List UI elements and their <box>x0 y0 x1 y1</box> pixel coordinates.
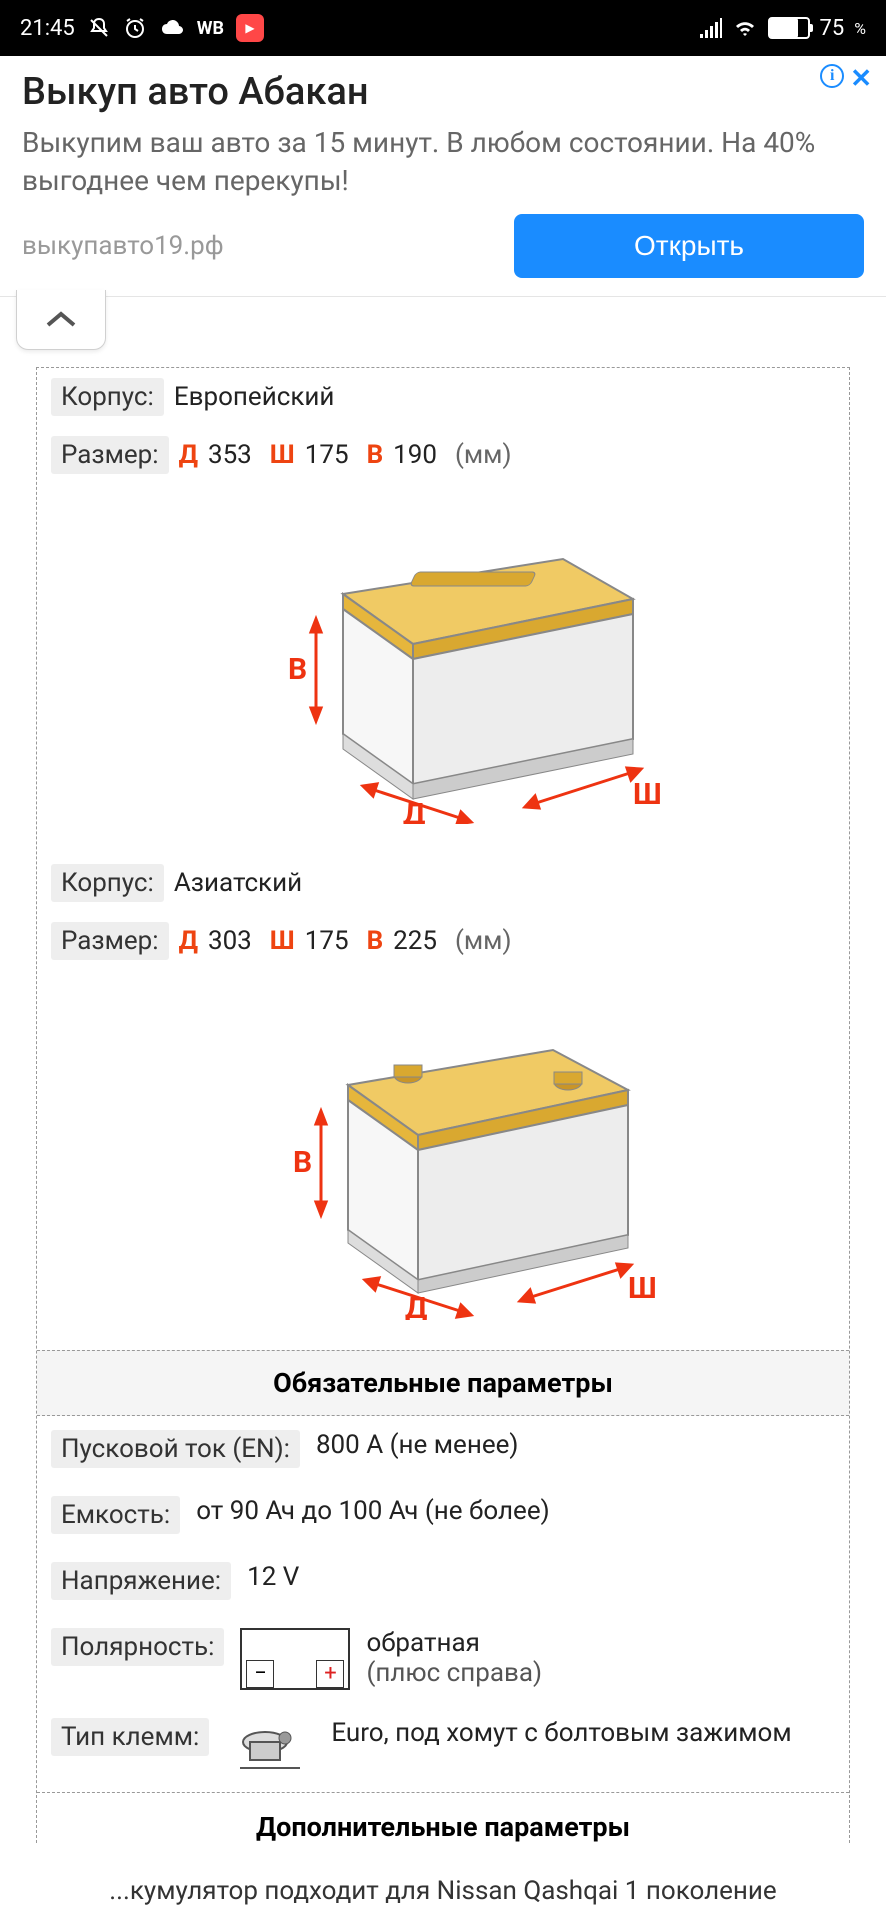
dim-d-label: Д <box>179 440 198 470</box>
param-value: Euro, под хомут с болтовым зажимом <box>331 1718 835 1748</box>
dim-h-val: 225 <box>393 926 437 956</box>
battery-icon <box>768 17 810 39</box>
param-polarity: Полярность: − + обратная (плюс справа) <box>37 1614 849 1704</box>
dim-unit: (мм) <box>455 440 512 470</box>
dim-h-label: В <box>367 440 384 470</box>
page-caption: ...кумулятор подходит для Nissan Qashqai… <box>0 1862 886 1920</box>
param-label: Тип клемм: <box>51 1718 209 1756</box>
dim-unit: (мм) <box>455 926 512 956</box>
param-label: Напряжение: <box>51 1562 231 1600</box>
mute-icon <box>87 16 111 40</box>
battery-percent: 75 <box>820 16 845 41</box>
param-label: Полярность: <box>51 1628 224 1666</box>
param-value: 800 А (не менее) <box>316 1430 835 1460</box>
case-value: Европейский <box>174 382 335 412</box>
param-terminal: Тип клемм: Euro, под хомут с болтовым за… <box>37 1704 849 1792</box>
ad-controls: i ✕ <box>820 64 872 94</box>
case-row-asia: Корпус: Азиатский <box>37 854 849 912</box>
size-label: Размер: <box>51 436 169 474</box>
svg-text:Ш: Ш <box>628 1271 657 1306</box>
dim-d-val: 303 <box>208 926 252 956</box>
signal-icon <box>698 18 722 38</box>
polarity-value: обратная <box>366 1628 835 1658</box>
case-row-euro: Корпус: Европейский <box>37 368 849 426</box>
wb-badge: WB <box>197 18 224 39</box>
ad-title: Выкуп авто Абакан <box>22 70 864 114</box>
dim-w-label: Ш <box>270 440 295 470</box>
status-left: 21:45 WB ▶ <box>20 14 264 42</box>
svg-text:В: В <box>288 652 307 687</box>
svg-text:Д: Д <box>405 1291 427 1320</box>
polarity-plus: + <box>316 1660 344 1688</box>
main-content: Корпус: Европейский Размер: Д353 Ш175 В1… <box>0 297 886 1843</box>
param-label: Пусковой ток (EN): <box>51 1430 300 1468</box>
android-statusbar: 21:45 WB ▶ 75% <box>0 0 886 56</box>
collapse-tab[interactable] <box>16 290 106 350</box>
param-value: обратная (плюс справа) <box>366 1628 835 1688</box>
ad-close-icon[interactable]: ✕ <box>850 64 872 94</box>
battery-percent-sym: % <box>854 19 866 38</box>
size-label: Размер: <box>51 922 169 960</box>
ad-banner[interactable]: i ✕ Выкуп авто Абакан Выкупим ваш авто з… <box>0 56 886 297</box>
dim-d-label: Д <box>179 926 198 956</box>
case-label: Корпус: <box>51 864 164 902</box>
dim-d-val: 353 <box>208 440 252 470</box>
param-value: 12 V <box>247 1562 835 1592</box>
param-label: Емкость: <box>51 1496 180 1534</box>
ad-description: Выкупим ваш авто за 15 минут. В любом со… <box>22 124 864 200</box>
param-voltage: Напряжение: 12 V <box>37 1548 849 1614</box>
terminal-icon <box>225 1718 315 1778</box>
svg-text:Ш: Ш <box>633 777 662 812</box>
alarm-icon <box>123 16 147 40</box>
ad-url: выкупавто19.рф <box>22 231 224 261</box>
additional-params-header: Дополнительные параметры <box>37 1792 849 1843</box>
dim-w-val: 175 <box>305 440 349 470</box>
param-value: от 90 Ач до 100 Ач (не более) <box>196 1496 835 1526</box>
ad-info-icon[interactable]: i <box>820 64 844 88</box>
status-right: 75% <box>698 16 866 41</box>
wifi-icon <box>732 18 758 38</box>
dim-h-label: В <box>367 926 384 956</box>
polarity-minus: − <box>246 1660 274 1688</box>
battery-diagram-euro: В Д Ш <box>37 484 849 854</box>
aliexpress-badge: ▶ <box>236 14 264 42</box>
status-time: 21:45 <box>20 16 75 41</box>
cloud-icon <box>159 18 185 38</box>
dim-w-val: 175 <box>305 926 349 956</box>
svg-text:В: В <box>293 1145 312 1180</box>
case-value: Азиатский <box>174 868 302 898</box>
polarity-note: (плюс справа) <box>366 1658 835 1688</box>
size-row-asia: Размер: Д 303 Ш 175 В 225 (мм) <box>37 912 849 970</box>
ad-open-button[interactable]: Открыть <box>514 214 864 278</box>
svg-text:Д: Д <box>403 797 425 824</box>
param-current: Пусковой ток (EN): 800 А (не менее) <box>37 1416 849 1482</box>
polarity-diagram: − + <box>240 1628 350 1690</box>
mandatory-params-header: Обязательные параметры <box>37 1350 849 1416</box>
dim-w-label: Ш <box>270 926 295 956</box>
param-capacity: Емкость: от 90 Ач до 100 Ач (не более) <box>37 1482 849 1548</box>
battery-diagram-asia: В Д Ш <box>37 970 849 1350</box>
size-row-euro: Размер: Д 353 Ш 175 В 190 (мм) <box>37 426 849 484</box>
case-label: Корпус: <box>51 378 164 416</box>
spec-table: Корпус: Европейский Размер: Д353 Ш175 В1… <box>36 367 850 1843</box>
dim-h-val: 190 <box>393 440 437 470</box>
